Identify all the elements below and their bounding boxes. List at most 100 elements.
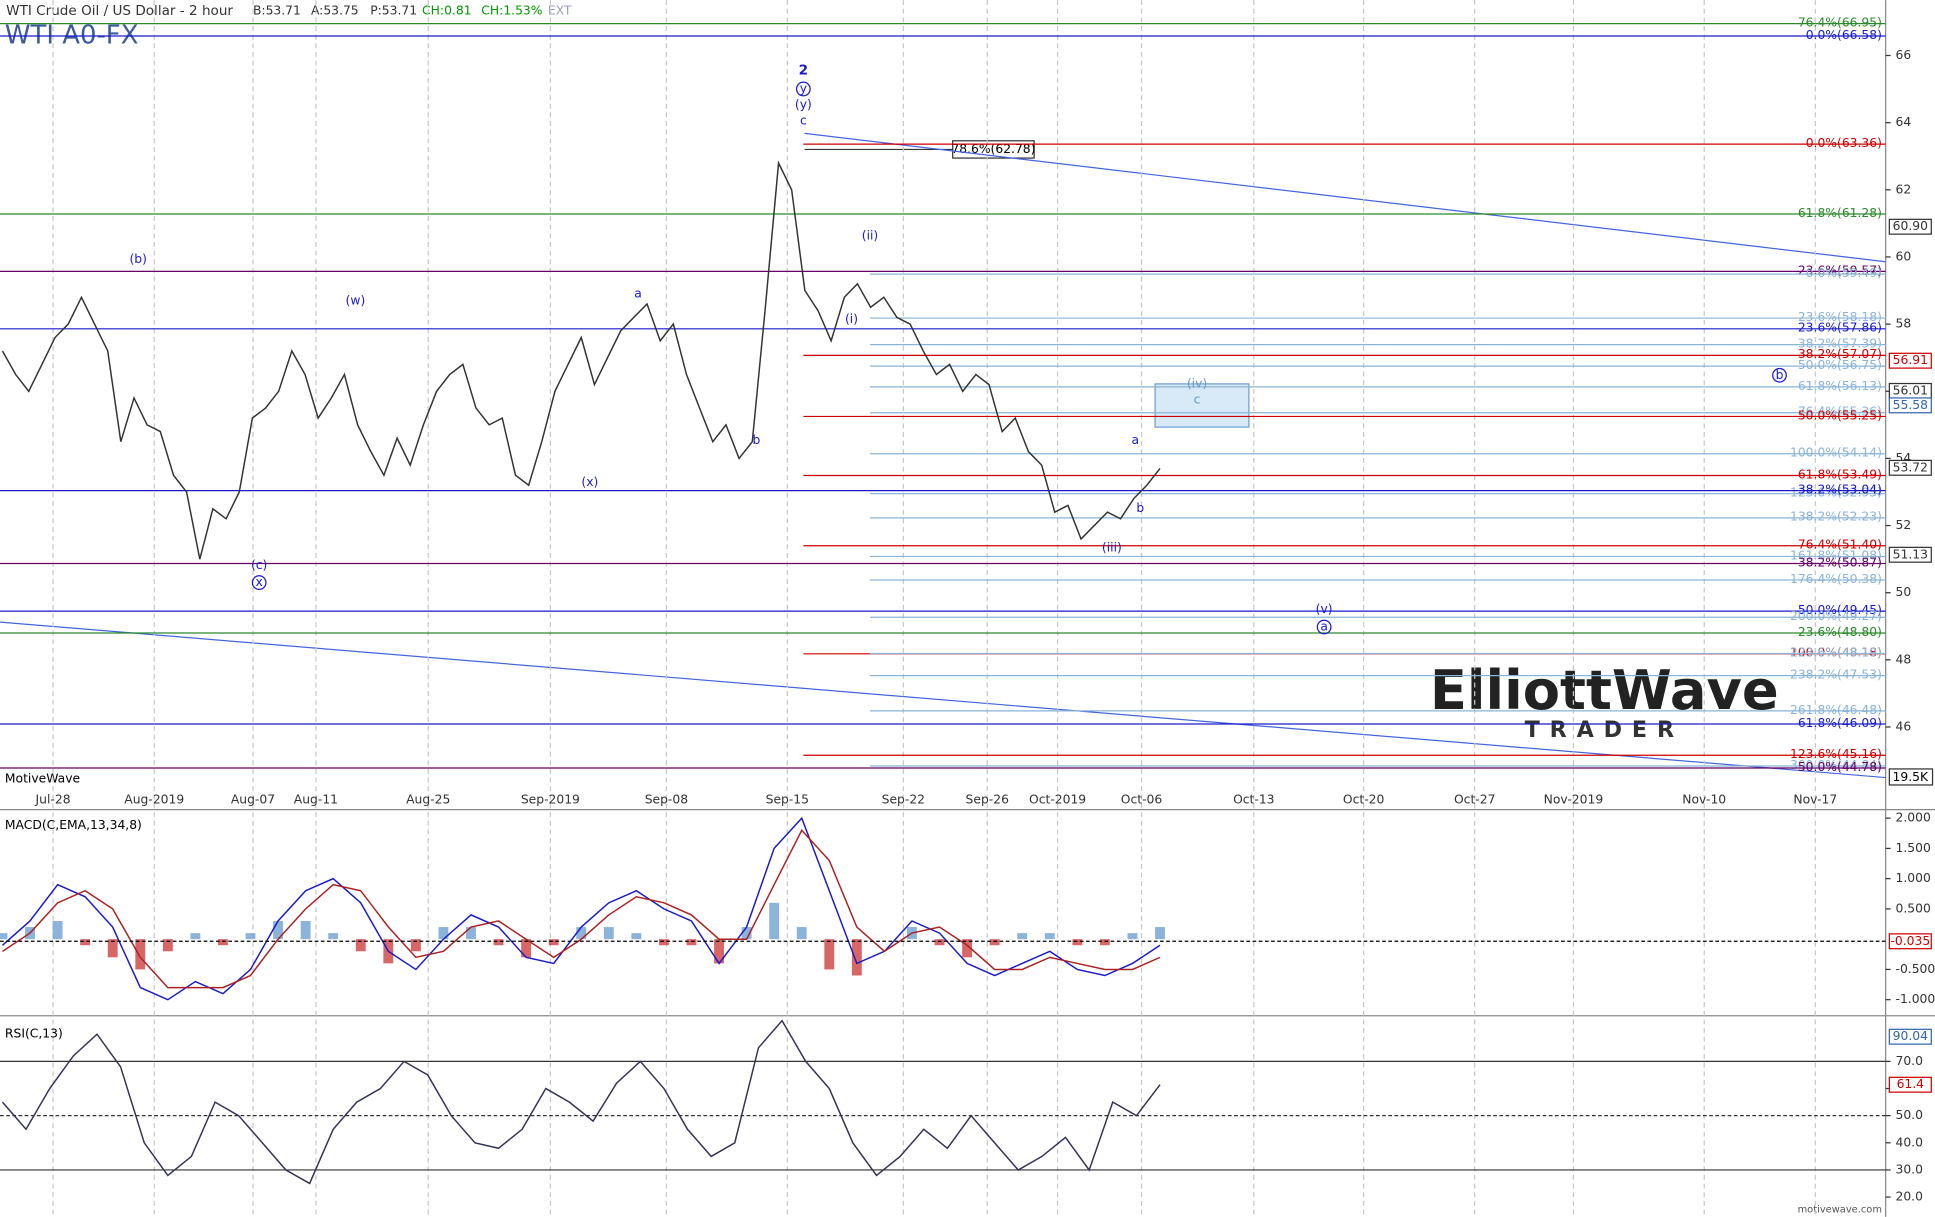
- wave-label: y: [800, 81, 807, 95]
- x-tick-label: Aug-11: [294, 792, 338, 806]
- wave-label: (x): [581, 475, 598, 489]
- wave-label: (b): [129, 252, 146, 266]
- x-tick-label: Sep-26: [966, 792, 1010, 806]
- ask: A:53.75: [311, 4, 359, 18]
- fib-label: 76.4%(55.36): [1798, 405, 1882, 419]
- histogram-bar: [218, 939, 228, 946]
- histogram-bar: [355, 939, 366, 952]
- x-tick-label: Nov-2019: [1544, 792, 1604, 806]
- wave-label: (ii): [862, 228, 878, 242]
- fib-label: 0.0%(59.49): [1806, 266, 1882, 280]
- x-tick-label: Sep-08: [645, 792, 688, 806]
- price-box-label: -0.035: [1890, 934, 1930, 948]
- histogram-bar: [1099, 939, 1110, 946]
- wave-label: (v): [1316, 602, 1333, 616]
- fib-label: 123.6%(45.16): [1790, 747, 1882, 761]
- histogram-bar: [300, 921, 311, 940]
- y-tick-label: 48: [1896, 652, 1912, 666]
- price-box-label: 55.58: [1893, 398, 1928, 412]
- histogram-bar: [851, 939, 862, 976]
- histogram-bar: [52, 921, 63, 940]
- x-tick-label: Oct-13: [1233, 792, 1274, 806]
- symbol: WTI A0-FX: [5, 20, 139, 50]
- x-tick-label: Aug-2019: [124, 792, 184, 806]
- x-tick-label: Oct-20: [1343, 792, 1385, 806]
- histogram-bar: [328, 933, 339, 940]
- histogram-bar: [0, 933, 8, 940]
- histogram-bar: [658, 939, 669, 946]
- y-tick-label: -0.500: [1896, 962, 1935, 976]
- wave-label: a: [1320, 620, 1328, 634]
- change-pct: CH:1.53%: [481, 4, 542, 18]
- fib-label: 61.8%(56.13): [1798, 379, 1882, 393]
- fib-label: 50.0%(56.75): [1798, 358, 1882, 372]
- wave-label: (c): [251, 558, 267, 572]
- x-tick-label: Jul-28: [35, 792, 71, 806]
- histogram-bar: [576, 927, 587, 940]
- histogram-bar: [1155, 927, 1165, 940]
- wave-label: (i): [845, 312, 858, 326]
- series-line: [1, 160, 1161, 560]
- histogram-bar: [741, 927, 752, 940]
- wave-label: x: [256, 575, 263, 589]
- target-box: [1154, 383, 1250, 428]
- y-tick-label: 20.0: [1896, 1190, 1924, 1204]
- fib-label: 76.4%(51.40): [1798, 538, 1882, 552]
- session: EXT: [548, 4, 572, 18]
- fib-label: 23.6%(48.80): [1798, 625, 1882, 639]
- fib-label: 61.8%(46.09): [1798, 716, 1882, 730]
- histogram-bar: [466, 927, 476, 940]
- x-tick-label: Oct-06: [1121, 792, 1163, 806]
- volume-label: 19.5K: [1893, 770, 1929, 784]
- histogram-bar: [934, 939, 945, 946]
- panel-title: RSI(C,13): [5, 1027, 63, 1041]
- x-tick-label: Oct-2019: [1029, 792, 1086, 806]
- fib-label: 50.0%(44.78): [1798, 760, 1882, 774]
- price-box: [1888, 397, 1932, 414]
- histogram-bar: [1072, 939, 1083, 946]
- histogram-bar: [962, 939, 973, 958]
- price-box-label: 56.91: [1893, 353, 1928, 367]
- wave-circle: [795, 81, 811, 97]
- fib-label: 200.0%(49.27): [1790, 609, 1882, 623]
- histogram-bar: [548, 939, 559, 946]
- wave-circle: [251, 575, 267, 590]
- fib-label: 38.2%(57.07): [1798, 347, 1882, 361]
- histogram-bar: [107, 939, 118, 958]
- fib-label: 61.8%(61.28): [1798, 206, 1882, 220]
- fib-label: 0.0%(66.58): [1806, 28, 1882, 42]
- fib-label: 261.8%(46.48): [1790, 703, 1882, 717]
- histogram-bar: [796, 927, 807, 940]
- price-box: [1888, 546, 1932, 563]
- y-tick-label: 1.000: [1896, 871, 1931, 885]
- y-tick-label: 64: [1896, 115, 1912, 129]
- x-tick-label: Aug-07: [231, 792, 275, 806]
- fib-label: 61.8%(53.49): [1798, 467, 1882, 481]
- y-tick-label: 2.000: [1896, 811, 1931, 825]
- price-box-label: 51.13: [1893, 547, 1928, 561]
- x-tick-label: Sep-15: [766, 792, 809, 806]
- change: CH:0.81: [422, 4, 471, 18]
- wave-label: (y): [795, 98, 812, 112]
- price-box-label: 61.4: [1897, 1077, 1925, 1091]
- fib-label: 0.0%(63.36): [1806, 136, 1882, 150]
- fib-label: 138.2%(52.23): [1790, 510, 1882, 524]
- wave-circle: [1772, 367, 1787, 383]
- wave-label: a: [634, 286, 642, 300]
- price-box: [1888, 352, 1932, 369]
- fib-label: 23.6%(57.86): [1798, 321, 1882, 335]
- y-tick-label: 62: [1896, 182, 1912, 196]
- trend-line: [0, 621, 1886, 779]
- x-tick-label: Aug-25: [406, 792, 450, 806]
- y-tick-label: 50.0: [1896, 1108, 1924, 1122]
- histogram-bar: [273, 921, 284, 940]
- y-tick-label: 46: [1896, 720, 1912, 734]
- fib-label: 50.0%(49.45): [1798, 603, 1882, 617]
- fib-label: 38.2%(57.39): [1798, 336, 1882, 350]
- y-tick-label: 52: [1896, 518, 1912, 532]
- fib-label: 50.0%(55.25): [1798, 408, 1882, 422]
- wave-label: b: [1136, 501, 1144, 515]
